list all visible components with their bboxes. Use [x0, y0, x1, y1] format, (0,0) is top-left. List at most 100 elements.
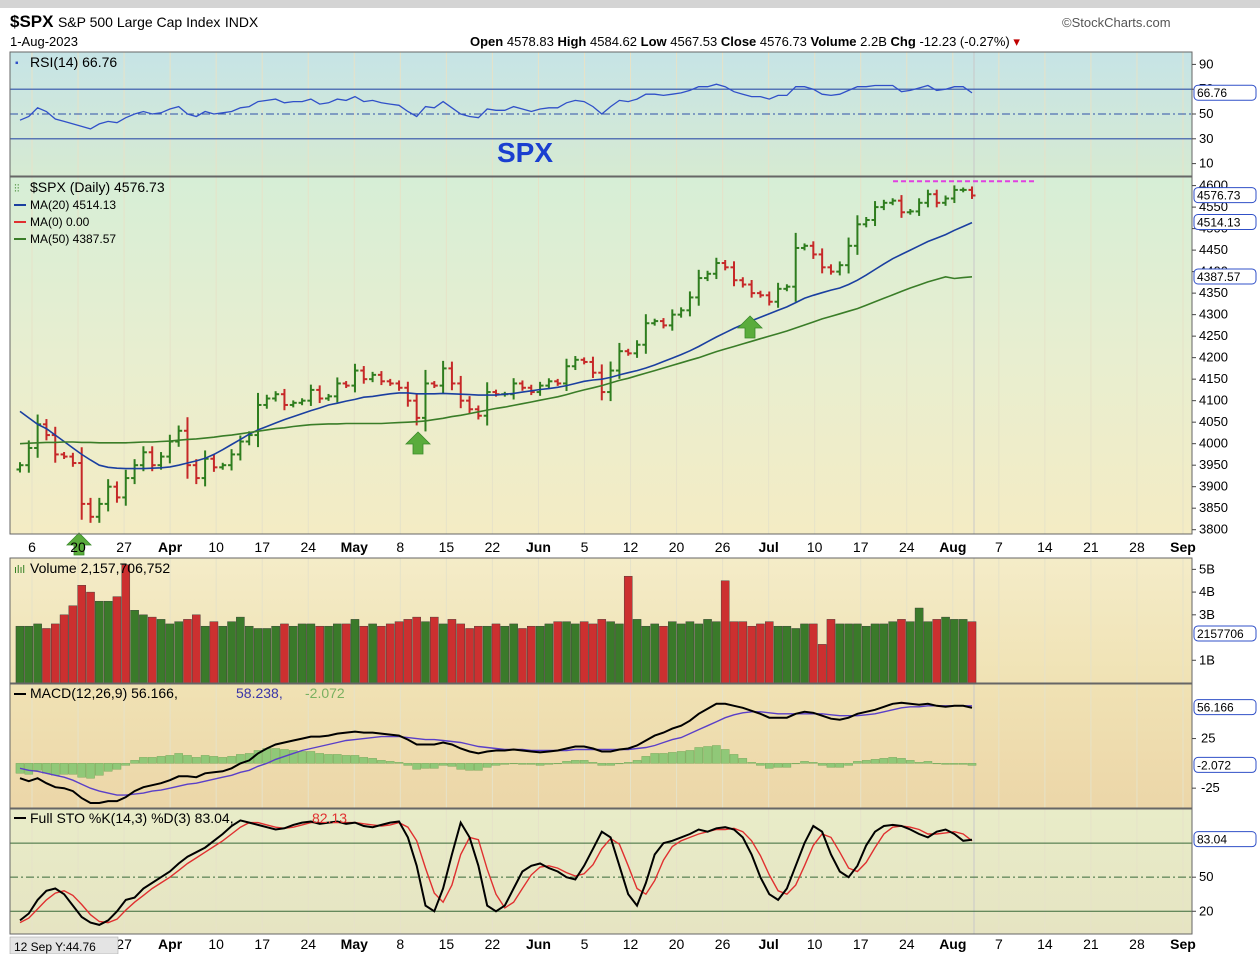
macd-histogram-bar [59, 763, 69, 775]
volume-bar [209, 621, 219, 684]
volume-bar [121, 564, 131, 684]
macd-histogram-bar [333, 754, 342, 764]
volume-bar [341, 623, 351, 684]
price-legend-icon: ⫶⫶ [14, 183, 20, 195]
macd-histogram-bar [844, 763, 853, 766]
x-tick-label: 17 [853, 936, 869, 952]
volume-bar [200, 625, 210, 684]
status-readout: 12 Sep Y:44.76 [14, 940, 96, 954]
macd-histogram-bar [271, 748, 280, 764]
rsi-y-tick-label: 90 [1199, 56, 1213, 71]
volume-bar [950, 619, 959, 684]
panel-border [9, 557, 1193, 684]
macd-hist-badge: -2.072 [1197, 758, 1231, 772]
date-label: 1-Aug-2023 [10, 34, 78, 49]
x-tick-label: 24 [300, 539, 316, 555]
volume-bar [412, 616, 421, 684]
volume-badge-box [1193, 625, 1257, 642]
macd-histogram-bar [174, 753, 183, 764]
macd-histogram-bar [712, 745, 721, 764]
volume-bar [606, 621, 615, 684]
x-tick-label: 5 [581, 936, 589, 952]
volume-bar [271, 625, 280, 684]
volume-y-tick-label: 5B [1199, 561, 1215, 576]
macd-histogram-bar [879, 758, 889, 764]
macd-badge: 56.166 [1197, 701, 1234, 715]
x-tick-label: 17 [254, 539, 270, 555]
x-tick-label: 7 [995, 539, 1003, 555]
x-tick-label: 27 [116, 936, 132, 952]
price-legend-label: $SPX (Daily) 4576.73 [30, 179, 165, 195]
macd-histogram-bar [474, 763, 483, 771]
x-tick-label: 21 [1083, 936, 1099, 952]
volume-bar [333, 623, 342, 684]
macd-badge-box [1193, 699, 1257, 716]
price-y-tick-label: 4150 [1199, 371, 1228, 386]
macd-histogram-bar [430, 763, 439, 769]
volume-y-tick-label: 4B [1199, 584, 1215, 599]
x-tick-label: Jul [759, 539, 779, 555]
volume-bar [377, 625, 386, 684]
macd-histogram-bar [720, 749, 730, 764]
price-panel-bg [10, 177, 1192, 534]
volume-bar [703, 619, 712, 684]
macd-histogram-bar [676, 751, 686, 764]
macd-histogram-bar [914, 762, 924, 764]
volume-bar [77, 585, 86, 684]
macd-histogram-bar [853, 761, 862, 764]
price-y-tick-label: 4350 [1199, 285, 1228, 300]
volume-bar [712, 621, 721, 684]
x-tick-label: Sep [1170, 936, 1196, 952]
macd-histogram-bar [756, 763, 765, 766]
volume-bar [192, 614, 201, 684]
exchange: INDX [224, 14, 259, 30]
x-tick-label: 12 [623, 539, 639, 555]
high-value: 4584.62 [590, 34, 637, 49]
macd-panel-bg [10, 684, 1192, 808]
macd-histogram-bar [958, 763, 968, 765]
macd-y-tick-label: 25 [1201, 731, 1215, 746]
price-y-tick-label: 4000 [1199, 436, 1228, 451]
macd-hist-legend-label: -2.072 [305, 685, 345, 701]
macd-histogram-bar [324, 754, 333, 764]
volume-bar [765, 621, 774, 684]
x-tick-label: 6 [28, 539, 36, 555]
panel-border [9, 683, 1193, 809]
macd-histogram-bar [147, 757, 157, 764]
x-tick-label: 24 [899, 539, 915, 555]
volume-bar [112, 596, 122, 684]
volume-bar [544, 623, 554, 684]
price-badge-close: 4576.73 [1197, 189, 1241, 203]
volume-bar [738, 621, 748, 684]
macd-hist-badge-box [1193, 756, 1257, 773]
close-label: Close [720, 34, 757, 49]
macd-histogram-bar [615, 763, 624, 765]
volume-bar [659, 625, 668, 684]
volume-bar [756, 623, 765, 684]
volume-bar [958, 619, 968, 684]
x-tick-label: May [341, 539, 368, 555]
volume-bar [33, 623, 42, 684]
x-tick-label: May [341, 936, 368, 952]
macd-histogram-bar [826, 763, 836, 768]
price-badge-ma20: 4514.13 [1197, 216, 1241, 230]
rsi-badge-box [1193, 84, 1257, 101]
volume-bar [518, 628, 527, 684]
macd-histogram-bar [650, 753, 659, 764]
macd-histogram-bar [209, 756, 219, 764]
volume-bar [482, 625, 492, 684]
macd-histogram-bar [685, 750, 695, 764]
x-tick-label: 26 [715, 539, 731, 555]
macd-histogram-bar [509, 763, 518, 765]
volume-bar [844, 623, 853, 684]
sto-d-legend-label: 82.13 [312, 810, 347, 826]
x-tick-label: 14 [1037, 539, 1053, 555]
volume-bar [835, 623, 845, 684]
macd-histogram-bar [456, 763, 465, 770]
volume-bar [809, 623, 818, 684]
macd-histogram-bar [482, 763, 492, 768]
macd-histogram-bar [641, 756, 651, 764]
macd-histogram-bar [368, 758, 377, 764]
macd-histogram-bar [350, 755, 360, 764]
